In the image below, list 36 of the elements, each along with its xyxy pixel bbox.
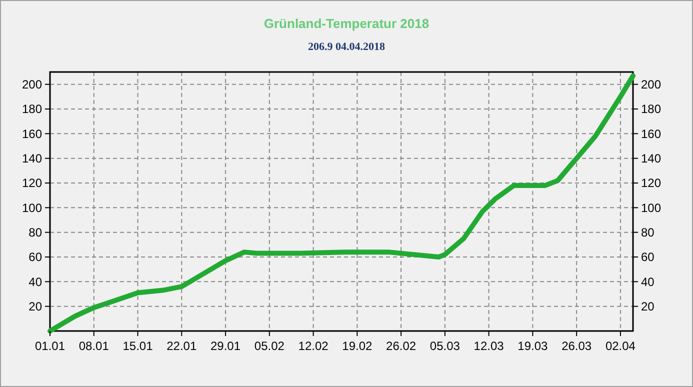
y2-tick-label: 200 [641, 78, 662, 92]
y-tick-label: 140 [22, 152, 42, 166]
x-tick-label: 19.02 [342, 339, 373, 353]
y2-tick-label: 80 [641, 226, 655, 240]
y2-tick-label: 20 [641, 300, 655, 314]
y-tick-label: 180 [22, 102, 42, 116]
x-tick-label: 12.03 [474, 339, 504, 353]
x-tick-label: 02.04 [605, 339, 636, 353]
y2-tick-label: 120 [641, 176, 662, 190]
y2-tick-label: 40 [641, 274, 655, 289]
x-tick-label: 01.01 [34, 339, 66, 353]
x-tick-label: 26.02 [386, 339, 416, 353]
x-tick-label: 15.01 [122, 339, 154, 353]
y2-tick-label: 140 [641, 152, 662, 166]
x-tick-label: 08.01 [78, 339, 110, 353]
x-tick-label: 05.03 [430, 339, 460, 353]
x-tick-label: 19.03 [518, 339, 548, 353]
y2-tick-label: 180 [641, 102, 662, 116]
x-tick-label: 05.02 [254, 339, 285, 353]
x-tick-label: 22.01 [166, 339, 197, 353]
y-tick-label: 200 [22, 78, 42, 92]
x-tick-label: 29.01 [210, 339, 241, 353]
y-tick-label: 160 [22, 126, 42, 141]
y-tick-label: 80 [28, 226, 42, 240]
chart-subtitle: 206.9 04.04.2018 [308, 41, 386, 53]
y2-tick-label: 160 [641, 126, 662, 141]
y-tick-label: 60 [28, 250, 42, 264]
x-tick-label: 12.02 [298, 339, 329, 353]
y-tick-label: 40 [28, 274, 42, 289]
y2-tick-label: 60 [641, 250, 655, 264]
x-tick-label: 26.03 [562, 339, 592, 353]
y-tick-label: 20 [28, 300, 42, 314]
y-tick-label: 100 [22, 200, 42, 215]
chart-title: Grünland-Temperatur 2018 [264, 16, 430, 31]
y2-tick-label: 100 [641, 200, 662, 215]
y-tick-label: 120 [22, 176, 42, 190]
